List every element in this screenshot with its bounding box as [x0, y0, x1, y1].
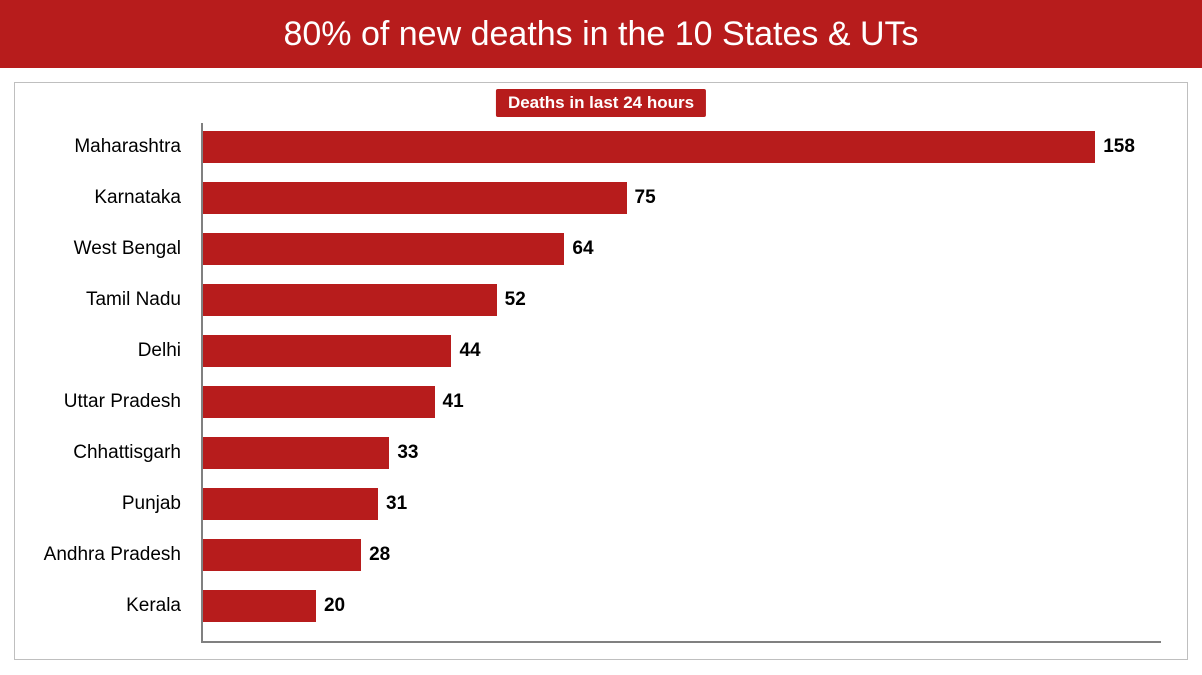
bar	[203, 539, 361, 571]
category-label: Kerala	[11, 595, 181, 617]
bar-value-label: 75	[635, 187, 656, 209]
chart-subtitle: Deaths in last 24 hours	[496, 89, 706, 117]
category-label: Maharashtra	[11, 136, 181, 158]
category-label: Punjab	[11, 493, 181, 515]
bar-row: 20	[203, 590, 1161, 622]
bar-value-label: 44	[459, 340, 480, 362]
category-label: Karnataka	[11, 187, 181, 209]
bar-value-label: 52	[505, 289, 526, 311]
chart-frame: Deaths in last 24 hours Maharashtra158Ka…	[14, 82, 1188, 660]
bar	[203, 131, 1095, 163]
chart-title: 80% of new deaths in the 10 States & UTs	[283, 15, 918, 54]
category-label: Tamil Nadu	[11, 289, 181, 311]
bar-row: 28	[203, 539, 1161, 571]
bar-row: 44	[203, 335, 1161, 367]
bar	[203, 182, 627, 214]
bar-value-label: 33	[397, 442, 418, 464]
bar	[203, 437, 389, 469]
bar	[203, 488, 378, 520]
bar	[203, 284, 497, 316]
bar-row: 41	[203, 386, 1161, 418]
category-label: Delhi	[11, 340, 181, 362]
bar-row: 31	[203, 488, 1161, 520]
plot-area: Maharashtra158Karnataka75West Bengal64Ta…	[201, 123, 1161, 643]
bar-value-label: 31	[386, 493, 407, 515]
bar-value-label: 20	[324, 595, 345, 617]
bar	[203, 590, 316, 622]
bar-value-label: 158	[1103, 136, 1135, 158]
bar-row: 158	[203, 131, 1161, 163]
bar	[203, 335, 451, 367]
category-label: West Bengal	[11, 238, 181, 260]
bar-row: 75	[203, 182, 1161, 214]
bar	[203, 233, 564, 265]
category-label: Uttar Pradesh	[11, 391, 181, 413]
chart-title-bar: 80% of new deaths in the 10 States & UTs	[0, 0, 1202, 68]
bar	[203, 386, 435, 418]
category-label: Chhattisgarh	[11, 442, 181, 464]
bar-value-label: 28	[369, 544, 390, 566]
bar-row: 52	[203, 284, 1161, 316]
category-label: Andhra Pradesh	[11, 544, 181, 566]
bar-value-label: 41	[443, 391, 464, 413]
bar-value-label: 64	[572, 238, 593, 260]
bar-row: 64	[203, 233, 1161, 265]
chart-container: 80% of new deaths in the 10 States & UTs…	[0, 0, 1202, 675]
bar-row: 33	[203, 437, 1161, 469]
